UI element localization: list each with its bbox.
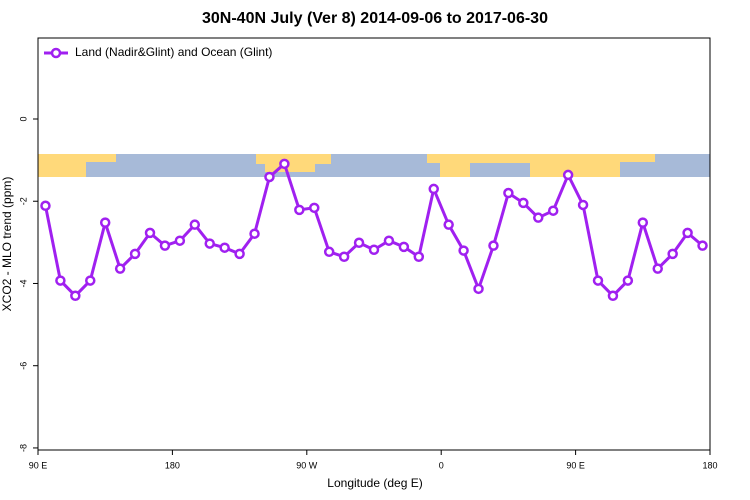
data-point	[85, 275, 96, 286]
data-point	[129, 248, 141, 260]
data-point	[249, 228, 260, 239]
data-point	[323, 246, 335, 258]
data-point	[428, 183, 439, 195]
data-point	[40, 200, 51, 212]
data-point	[533, 212, 544, 223]
data-point	[174, 235, 186, 246]
data-point	[488, 240, 499, 251]
data-point	[682, 227, 693, 239]
data-point	[547, 205, 559, 216]
data-point	[652, 263, 663, 274]
y-tick-label: -2	[18, 197, 28, 205]
x-tick-label: 90 W	[296, 460, 318, 470]
data-point	[518, 197, 529, 209]
data-point	[264, 171, 275, 183]
data-point	[114, 263, 126, 274]
data-point	[592, 275, 604, 286]
x-tick-label: 180	[165, 460, 180, 470]
data-point	[309, 202, 320, 214]
series-line	[43, 161, 704, 298]
data-point	[338, 251, 350, 262]
legend-text: Land (Nadir&Glint) and Ocean (Glint)	[75, 45, 272, 59]
data-point	[667, 248, 678, 260]
legend-marker	[50, 47, 62, 59]
map-strip	[38, 154, 710, 177]
data-point	[473, 283, 484, 295]
data-point	[279, 158, 290, 170]
data-point	[503, 187, 514, 199]
y-tick-label: -6	[18, 362, 28, 370]
data-point	[55, 275, 66, 286]
data-point	[189, 219, 201, 230]
data-point	[622, 275, 634, 286]
data-point	[697, 240, 708, 251]
y-axis-label: XCO2 - MLO trend (ppm)	[0, 177, 14, 312]
x-tick-label: 0	[439, 460, 444, 470]
x-tick-label: 90 E	[29, 460, 48, 470]
plot-frame	[37, 37, 711, 451]
data-point	[219, 242, 230, 253]
data-point	[458, 245, 469, 256]
data-point	[99, 217, 111, 228]
x-tick-label: 90 E	[566, 460, 585, 470]
data-point	[204, 238, 215, 249]
data-point	[398, 241, 410, 253]
chart-title: 30N-40N July (Ver 8) 2014-09-06 to 2017-…	[202, 10, 548, 27]
x-axis-label: Longitude (deg E)	[327, 476, 422, 490]
data-point	[144, 227, 156, 239]
data-point	[368, 244, 380, 256]
data-point	[383, 235, 395, 246]
data-point	[353, 237, 365, 249]
y-tick-label: 0	[18, 116, 28, 121]
data-point	[443, 219, 454, 230]
data-point	[70, 290, 81, 302]
data-point	[607, 290, 619, 302]
data-point	[234, 248, 245, 260]
y-tick-label: -4	[18, 279, 28, 287]
data-point	[637, 217, 649, 228]
data-point	[562, 169, 574, 181]
data-point	[413, 251, 425, 262]
data-point	[577, 199, 589, 211]
y-tick-label: -8	[18, 444, 28, 452]
data-point	[159, 240, 171, 251]
data-point	[294, 204, 305, 216]
x-tick-label: 180	[702, 460, 717, 470]
